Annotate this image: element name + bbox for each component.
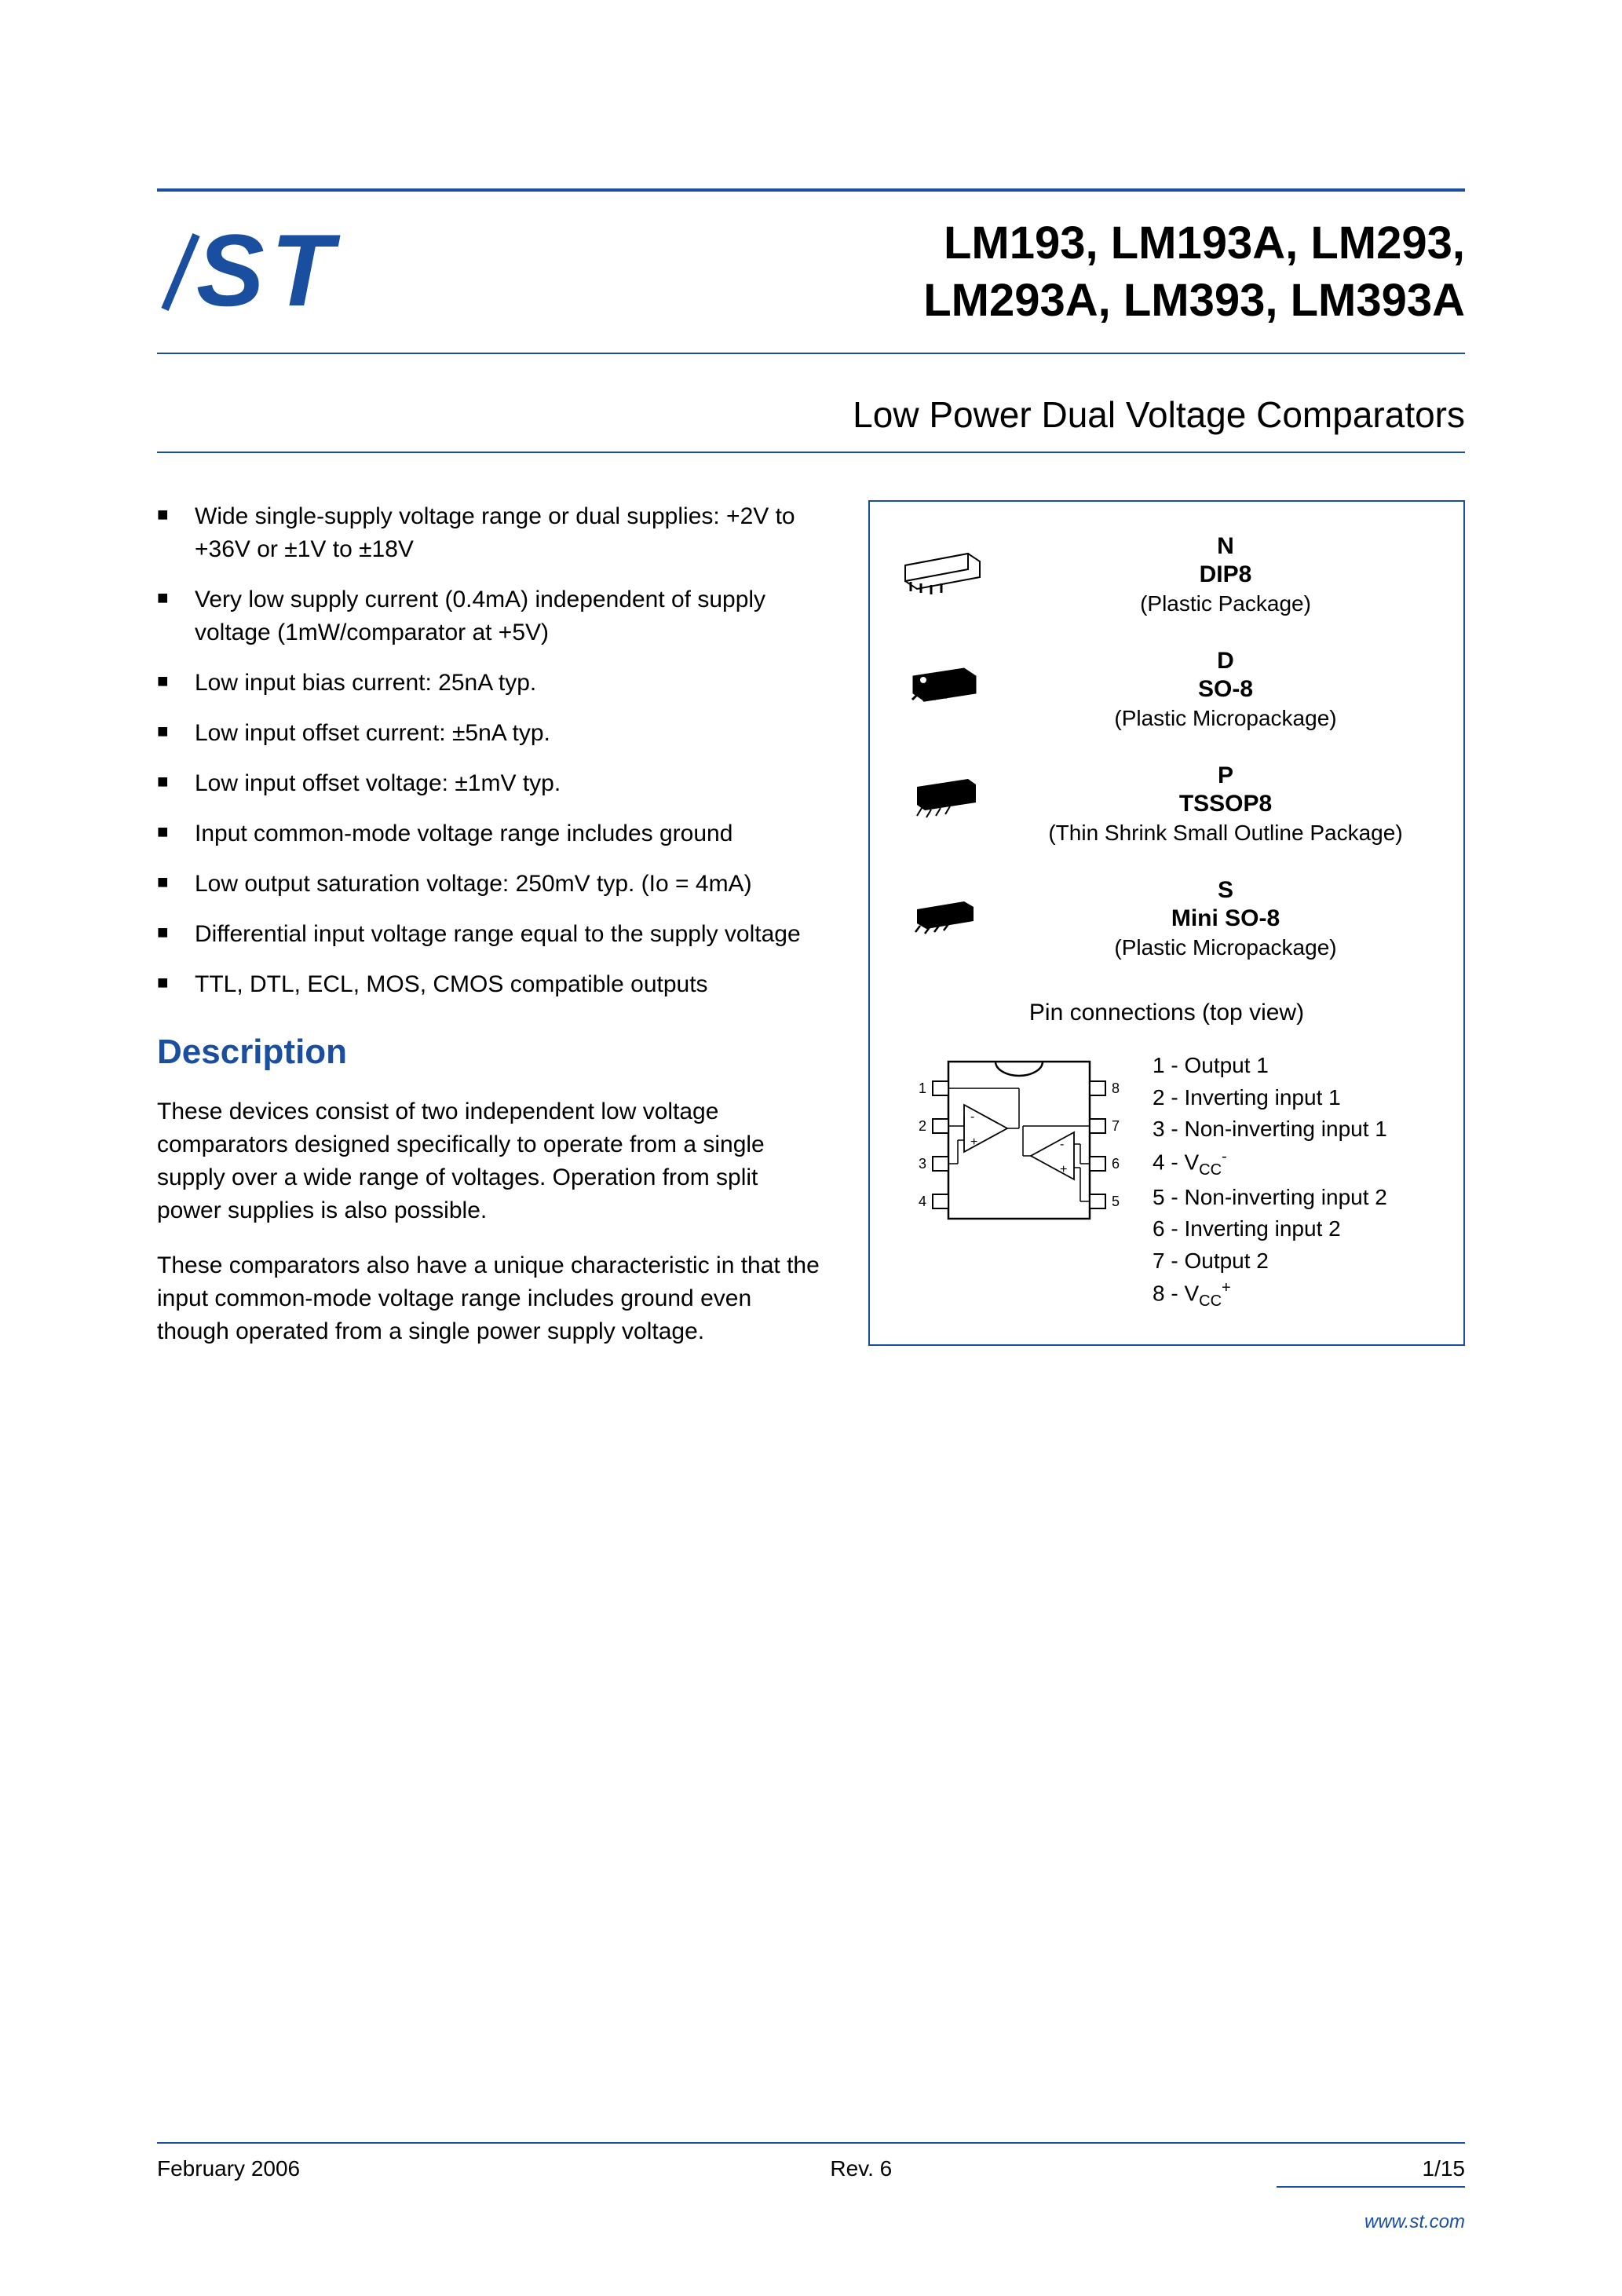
- package-code: D: [1011, 648, 1440, 675]
- pin-item: 3 - Non-inverting input 1: [1153, 1113, 1440, 1146]
- svg-text:4: 4: [919, 1194, 926, 1209]
- description-heading: Description: [157, 1033, 821, 1072]
- footer-rev: Rev. 6: [830, 2156, 892, 2181]
- pin-item: 6 - Inverting input 2: [1153, 1213, 1440, 1245]
- package-row: D SO-8 (Plastic Micropackage): [893, 648, 1440, 731]
- package-code: P: [1011, 762, 1440, 789]
- pin-diagram: 1 2 3 4 8 7 6: [909, 1050, 1129, 1234]
- feature-item: Very low supply current (0.4mA) independ…: [157, 583, 821, 649]
- subtitle-region: Low Power Dual Voltage Comparators: [157, 354, 1465, 453]
- svg-text:6: 6: [1112, 1156, 1120, 1172]
- pin-list: 1 - Output 1 2 - Inverting input 1 3 - N…: [1153, 1050, 1440, 1313]
- content-row: Wide single-supply voltage range or dual…: [157, 500, 1465, 1370]
- package-desc: (Thin Shrink Small Outline Package): [1011, 821, 1440, 846]
- footer-url: www.st.com: [157, 2211, 1465, 2233]
- footer-url-block: www.st.com: [157, 2181, 1465, 2233]
- part-number-line2: LM293A, LM393, LM393A: [377, 272, 1465, 330]
- svg-text:5: 5: [1112, 1194, 1120, 1209]
- feature-item: Low input bias current: 25nA typ.: [157, 667, 821, 700]
- pin-item: 8 - VCC+: [1153, 1277, 1440, 1313]
- page-inner: ST S T LM193, LM193A, LM293, LM293A, LM3…: [157, 188, 1465, 2233]
- svg-text:S: S: [196, 219, 265, 321]
- svg-text:2: 2: [919, 1118, 926, 1134]
- datasheet-page: ST S T LM193, LM193A, LM293, LM293A, LM3…: [0, 0, 1622, 2296]
- pin-region: 1 2 3 4 8 7 6: [893, 1050, 1440, 1313]
- dip8-icon: [893, 546, 988, 605]
- svg-text:T: T: [271, 219, 341, 321]
- st-logo: ST S T: [157, 219, 377, 325]
- left-column: Wide single-supply voltage range or dual…: [157, 500, 821, 1370]
- package-text: D SO-8 (Plastic Micropackage): [1011, 648, 1440, 731]
- svg-text:-: -: [1060, 1138, 1064, 1151]
- subtitle: Low Power Dual Voltage Comparators: [157, 393, 1465, 436]
- svg-text:7: 7: [1112, 1118, 1120, 1134]
- feature-item: Input common-mode voltage range includes…: [157, 817, 821, 850]
- package-text: S Mini SO-8 (Plastic Micropackage): [1011, 877, 1440, 960]
- package-code: N: [1011, 533, 1440, 560]
- package-row: N DIP8 (Plastic Package): [893, 533, 1440, 616]
- svg-text:+: +: [1060, 1163, 1067, 1176]
- title-block: LM193, LM193A, LM293, LM293A, LM393, LM3…: [377, 215, 1465, 329]
- package-row: P TSSOP8 (Thin Shrink Small Outline Pack…: [893, 762, 1440, 846]
- right-column: N DIP8 (Plastic Package): [868, 500, 1465, 1370]
- package-box: N DIP8 (Plastic Package): [868, 500, 1465, 1346]
- feature-item: Low input offset voltage: ±1mV typ.: [157, 767, 821, 800]
- package-desc: (Plastic Micropackage): [1011, 706, 1440, 731]
- so8-icon: [893, 660, 988, 719]
- package-name: SO-8: [1011, 676, 1440, 703]
- svg-text:3: 3: [919, 1156, 926, 1172]
- footer-page: 1/15: [1423, 2156, 1466, 2181]
- package-name: TSSOP8: [1011, 791, 1440, 817]
- feature-list: Wide single-supply voltage range or dual…: [157, 500, 821, 1001]
- header-region: ST S T LM193, LM193A, LM293, LM293A, LM3…: [157, 188, 1465, 354]
- part-number-line1: LM193, LM193A, LM293,: [377, 215, 1465, 272]
- package-desc: (Plastic Package): [1011, 591, 1440, 616]
- package-text: P TSSOP8 (Thin Shrink Small Outline Pack…: [1011, 762, 1440, 846]
- miniso8-icon: [893, 890, 988, 949]
- pin-item: 5 - Non-inverting input 2: [1153, 1182, 1440, 1214]
- description-para2: These comparators also have a unique cha…: [157, 1249, 821, 1348]
- svg-text:8: 8: [1112, 1080, 1120, 1096]
- package-name: DIP8: [1011, 561, 1440, 588]
- package-code: S: [1011, 877, 1440, 904]
- footer-row: February 2006 Rev. 6 1/15: [157, 2144, 1465, 2181]
- pin-item: 1 - Output 1: [1153, 1050, 1440, 1082]
- pin-item: 7 - Output 2: [1153, 1245, 1440, 1278]
- package-row: S Mini SO-8 (Plastic Micropackage): [893, 877, 1440, 960]
- feature-item: Low output saturation voltage: 250mV typ…: [157, 868, 821, 901]
- feature-item: Wide single-supply voltage range or dual…: [157, 500, 821, 566]
- pin-connections-heading: Pin connections (top view): [893, 1000, 1440, 1026]
- svg-text:-: -: [970, 1110, 974, 1124]
- description-para1: These devices consist of two independent…: [157, 1095, 821, 1227]
- feature-item: TTL, DTL, ECL, MOS, CMOS compatible outp…: [157, 968, 821, 1001]
- tssop8-icon: [893, 775, 988, 834]
- footer-date: February 2006: [157, 2156, 300, 2181]
- pin-item: 2 - Inverting input 1: [1153, 1082, 1440, 1114]
- svg-text:1: 1: [919, 1080, 926, 1096]
- spacer: [157, 1370, 1465, 2142]
- feature-item: Low input offset current: ±5nA typ.: [157, 717, 821, 750]
- pin-item: 4 - VCC-: [1153, 1146, 1440, 1182]
- package-desc: (Plastic Micropackage): [1011, 935, 1440, 960]
- package-text: N DIP8 (Plastic Package): [1011, 533, 1440, 616]
- svg-text:+: +: [970, 1135, 977, 1149]
- package-name: Mini SO-8: [1011, 905, 1440, 932]
- feature-item: Differential input voltage range equal t…: [157, 918, 821, 951]
